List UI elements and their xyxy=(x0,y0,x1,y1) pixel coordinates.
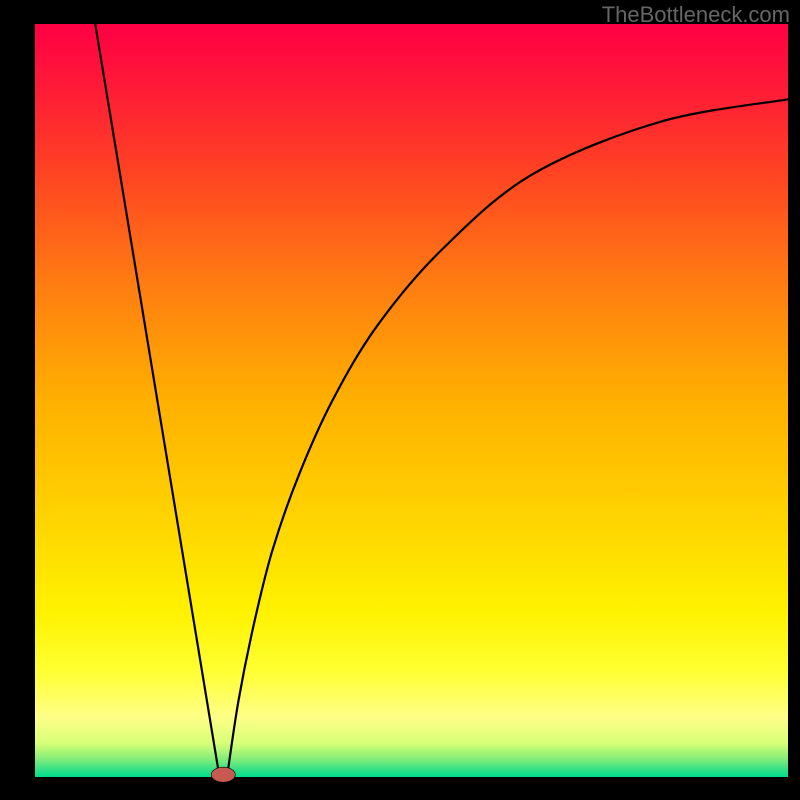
watermark-text: TheBottleneck.com xyxy=(602,2,790,28)
bottleneck-chart xyxy=(0,0,800,800)
optimal-marker xyxy=(211,767,235,782)
plot-background xyxy=(35,24,788,777)
chart-container: TheBottleneck.com xyxy=(0,0,800,800)
